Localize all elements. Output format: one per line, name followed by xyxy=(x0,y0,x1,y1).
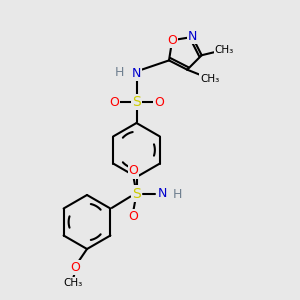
Text: O: O xyxy=(129,164,138,178)
Text: CH₃: CH₃ xyxy=(200,74,219,84)
Text: N: N xyxy=(157,187,167,200)
Text: S: S xyxy=(132,187,141,200)
Text: CH₃: CH₃ xyxy=(64,278,83,288)
Text: N: N xyxy=(132,67,141,80)
Text: O: O xyxy=(167,34,177,47)
Text: CH₃: CH₃ xyxy=(214,45,234,55)
Text: O: O xyxy=(109,95,119,109)
Text: H: H xyxy=(114,66,124,79)
Text: O: O xyxy=(70,261,80,274)
Text: S: S xyxy=(132,95,141,109)
Text: O: O xyxy=(154,95,164,109)
Text: N: N xyxy=(188,31,197,44)
Text: H: H xyxy=(173,188,182,202)
Text: O: O xyxy=(129,209,138,223)
